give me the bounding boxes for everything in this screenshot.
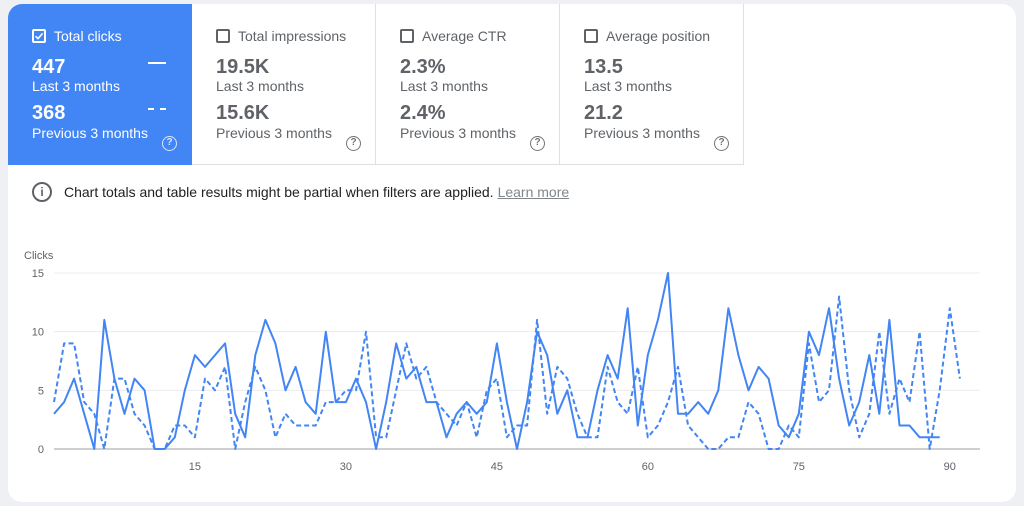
- x-tick-label: 15: [189, 461, 201, 473]
- performance-card: Total clicks 447 Last 3 months 368 Previous …: [8, 4, 1016, 502]
- x-tick-label: 45: [491, 461, 503, 473]
- info-icon: i: [32, 182, 52, 202]
- previous-period-label: Previous 3 months: [584, 125, 700, 141]
- metric-checkbox[interactable]: [400, 29, 414, 43]
- current-value: 19.5K: [216, 56, 270, 78]
- metric-header: Average CTR: [400, 28, 507, 44]
- metric-tab-total-impressions[interactable]: Total impressions 19.5K Last 3 months 15.6K…: [192, 4, 376, 165]
- x-tick-label: 30: [340, 461, 352, 473]
- help-icon[interactable]: ?: [346, 136, 361, 151]
- help-icon[interactable]: ?: [162, 136, 177, 151]
- clicks-line-chart: 0 5 10 15 15 30 45 60 75 90 Clicks: [24, 250, 980, 473]
- current-period-label: Last 3 months: [400, 78, 488, 94]
- previous-value: 2.4%: [400, 102, 446, 124]
- metric-label: Average position: [606, 28, 711, 44]
- current-value: 447: [32, 56, 66, 78]
- y-tick-label: 10: [32, 327, 44, 339]
- metric-checkbox[interactable]: [32, 29, 46, 43]
- current-period-label: Last 3 months: [216, 78, 304, 94]
- metric-tab-total-clicks[interactable]: Total clicks 447 Last 3 months 368 Previous …: [8, 4, 192, 165]
- learn-more-link[interactable]: Learn more: [497, 184, 570, 200]
- current-value: 13.5: [584, 56, 623, 78]
- previous-period-label: Previous 3 months: [32, 125, 148, 141]
- metric-header: Total clicks: [32, 28, 122, 44]
- previous-value: 368: [32, 102, 66, 124]
- help-icon[interactable]: ?: [530, 136, 545, 151]
- y-tick-label: 0: [38, 444, 44, 456]
- metric-label: Total impressions: [238, 28, 347, 44]
- metric-header: Total impressions: [216, 28, 346, 44]
- previous-value: 21.2: [584, 102, 623, 124]
- solid-line-legend: [148, 62, 166, 64]
- x-tick-label: 90: [944, 461, 956, 473]
- metric-label: Average CTR: [422, 28, 507, 44]
- notice-text: Chart totals and table results might be …: [64, 184, 494, 200]
- y-tick-label: 15: [32, 268, 44, 280]
- help-icon[interactable]: ?: [714, 136, 729, 151]
- partial-results-notice: i Chart totals and table results might b…: [32, 182, 569, 202]
- metric-label: Total clicks: [54, 28, 122, 44]
- previous-value: 15.6K: [216, 102, 270, 124]
- previous-period-label: Previous 3 months: [216, 125, 332, 141]
- metric-header: Average position: [584, 28, 710, 44]
- metric-tab-average-ctr[interactable]: Average CTR 2.3% Last 3 months 2.4% Previous…: [376, 4, 560, 165]
- y-tick-label: 5: [38, 385, 44, 397]
- current-period-label: Last 3 months: [584, 78, 672, 94]
- dashed-line-legend: [148, 108, 166, 110]
- x-tick-label: 75: [793, 461, 805, 473]
- metric-checkbox[interactable]: [216, 29, 230, 43]
- dashed-series-line: [53, 295, 961, 450]
- current-value: 2.3%: [400, 56, 446, 78]
- previous-period-label: Previous 3 months: [400, 125, 516, 141]
- check-icon: [34, 32, 44, 40]
- metric-tab-average-position[interactable]: Average position 13.5 Last 3 months 21.2 Pre…: [560, 4, 744, 165]
- y-axis-label: Clicks: [24, 250, 54, 262]
- x-tick-label: 60: [642, 461, 654, 473]
- current-period-label: Last 3 months: [32, 78, 120, 94]
- metric-tabs: Total clicks 447 Last 3 months 368 Previous …: [8, 4, 744, 165]
- metric-checkbox[interactable]: [584, 29, 598, 43]
